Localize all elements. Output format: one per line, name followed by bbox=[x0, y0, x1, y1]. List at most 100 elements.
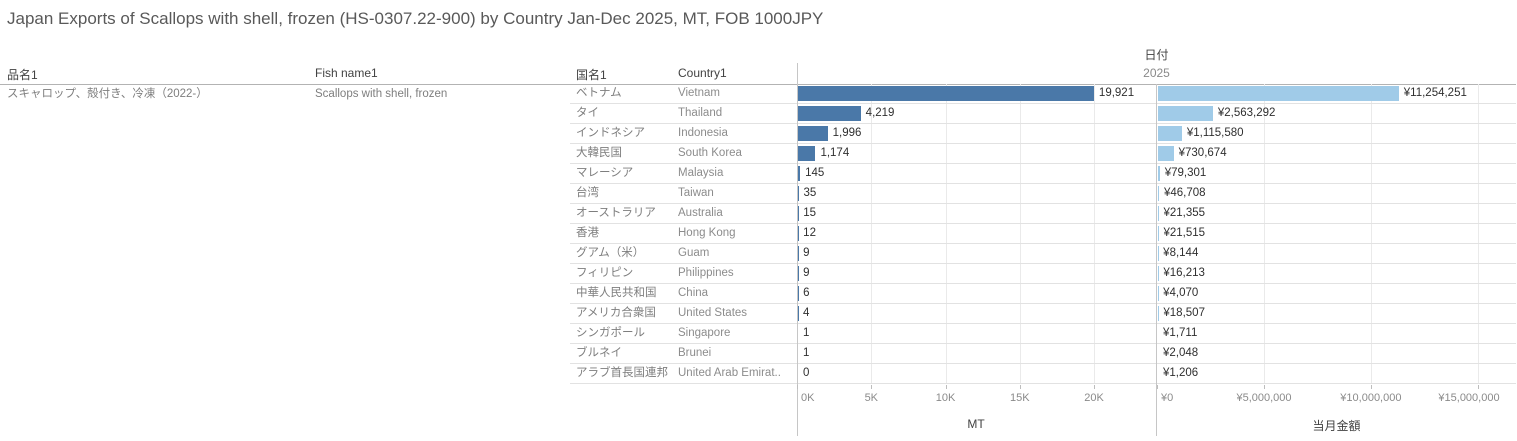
amount-value-label: ¥730,674 bbox=[1178, 147, 1227, 159]
amount-value-label: ¥79,301 bbox=[1164, 167, 1207, 179]
table-row: マレーシア Malaysia 145 ¥79,301 bbox=[570, 164, 1516, 184]
country-name-jp: 台湾 bbox=[576, 187, 599, 199]
mt-bar-zone: 1 bbox=[797, 324, 1155, 343]
mt-value-label: 9 bbox=[803, 267, 810, 279]
axis-tick-label: 20K bbox=[1084, 392, 1104, 404]
axis-tick-label: ¥15,000,000 bbox=[1438, 392, 1500, 404]
mt-bar[interactable] bbox=[798, 126, 828, 141]
table-row: ベトナム Vietnam 19,921 ¥11,254,251 bbox=[570, 84, 1516, 104]
country-name-jp: シンガポール bbox=[576, 327, 645, 339]
table-row: ブルネイ Brunei 1 ¥2,048 bbox=[570, 344, 1516, 364]
table-row: シンガポール Singapore 1 ¥1,711 bbox=[570, 324, 1516, 344]
column-header-country-en: Country1 bbox=[678, 66, 727, 80]
amount-bar-zone: ¥2,563,292 bbox=[1157, 104, 1516, 123]
table-row: タイ Thailand 4,219 ¥2,563,292 bbox=[570, 104, 1516, 124]
table-row: グアム（米） Guam 9 ¥8,144 bbox=[570, 244, 1516, 264]
mt-value-label: 1,996 bbox=[832, 127, 862, 139]
amount-value-label: ¥2,563,292 bbox=[1217, 107, 1276, 119]
page-title: Japan Exports of Scallops with shell, fr… bbox=[7, 9, 824, 28]
amount-bar-zone: ¥11,254,251 bbox=[1157, 84, 1516, 103]
country-name-jp: ブルネイ bbox=[576, 347, 622, 359]
gridline bbox=[1264, 84, 1265, 384]
mt-bar[interactable] bbox=[798, 86, 1094, 101]
amount-value-label: ¥21,515 bbox=[1163, 227, 1206, 239]
product-name-jp: スキャロップ、殻付き、冷凍（2022-） bbox=[7, 88, 208, 100]
amount-value-label: ¥11,254,251 bbox=[1403, 87, 1467, 99]
table-row: 香港 Hong Kong 12 ¥21,515 bbox=[570, 224, 1516, 244]
amount-bar[interactable] bbox=[1158, 166, 1160, 181]
mt-bar-zone: 6 bbox=[797, 284, 1155, 303]
axis-tick-mark bbox=[1264, 385, 1265, 389]
mt-bar[interactable] bbox=[798, 106, 861, 121]
amount-bar-zone: ¥21,355 bbox=[1157, 204, 1516, 223]
mt-bar[interactable] bbox=[798, 166, 801, 181]
axis-tick-mark bbox=[1157, 385, 1158, 389]
country-name-en: Hong Kong bbox=[678, 227, 736, 239]
mt-bar-zone: 145 bbox=[797, 164, 1155, 183]
country-name-jp: マレーシア bbox=[576, 167, 634, 179]
table-row: アラブ首長国連邦 United Arab Emirat.. 0 ¥1,206 bbox=[570, 364, 1516, 384]
table-row: 大韓民国 South Korea 1,174 ¥730,674 bbox=[570, 144, 1516, 164]
amount-bar[interactable] bbox=[1158, 206, 1159, 221]
gridline bbox=[871, 84, 873, 384]
axis-tick-mark bbox=[945, 385, 947, 389]
amount-bar[interactable] bbox=[1158, 226, 1159, 241]
amount-bar[interactable] bbox=[1158, 126, 1182, 141]
country-name-jp: ベトナム bbox=[576, 87, 622, 99]
mt-bar-zone: 9 bbox=[797, 244, 1155, 263]
country-name-en: Guam bbox=[678, 247, 710, 259]
mt-bar-zone: 1,996 bbox=[797, 124, 1155, 143]
column-header-product-en: Fish name1 bbox=[315, 66, 378, 80]
amount-bar[interactable] bbox=[1158, 86, 1399, 101]
country-name-jp: インドネシア bbox=[576, 127, 645, 139]
amount-bar-zone: ¥4,070 bbox=[1157, 284, 1516, 303]
mt-bar-zone: 35 bbox=[797, 184, 1155, 203]
amount-value-label: ¥1,711 bbox=[1163, 327, 1198, 339]
mt-value-label: 9 bbox=[803, 247, 810, 259]
axis-tick-label: 15K bbox=[1010, 392, 1030, 404]
amount-chart-panel bbox=[1157, 84, 1516, 384]
axis-tick-mark bbox=[1477, 385, 1479, 389]
country-name-en: Taiwan bbox=[678, 187, 714, 199]
mt-axis-title: MT bbox=[967, 417, 985, 431]
panel-divider-middle bbox=[1156, 84, 1157, 436]
mt-value-label: 12 bbox=[803, 227, 816, 239]
axis-tick-label: ¥0 bbox=[1161, 392, 1174, 404]
country-name-en: Australia bbox=[678, 207, 723, 219]
country-name-jp: タイ bbox=[576, 107, 599, 119]
axis-tick-label: ¥10,000,000 bbox=[1340, 392, 1402, 404]
country-name-en: Indonesia bbox=[678, 127, 728, 139]
mt-bar[interactable] bbox=[798, 146, 816, 161]
axis-tick-label: 0K bbox=[801, 392, 815, 404]
amount-value-label: ¥16,213 bbox=[1163, 267, 1205, 279]
country-name-en: China bbox=[678, 287, 709, 299]
amount-value-label: ¥1,206 bbox=[1163, 367, 1199, 379]
axis-tick-mark bbox=[871, 385, 873, 389]
mt-value-label: 15 bbox=[803, 207, 817, 219]
axis-tick-label: 10K bbox=[935, 392, 956, 404]
amount-bar-zone: ¥730,674 bbox=[1157, 144, 1516, 163]
country-name-jp: アラブ首長国連邦 bbox=[576, 367, 668, 379]
amount-bar[interactable] bbox=[1158, 146, 1174, 161]
mt-bar-zone: 15 bbox=[797, 204, 1155, 223]
country-name-en: Malaysia bbox=[678, 167, 724, 179]
mt-axis: 0K 5K 10K 15K 20K bbox=[797, 385, 1155, 415]
country-name-en: Thailand bbox=[678, 107, 723, 119]
table-row: オーストラリア Australia 15 ¥21,355 bbox=[570, 204, 1516, 224]
amount-bar-zone: ¥79,301 bbox=[1157, 164, 1516, 183]
mt-bar-zone: 19,921 bbox=[797, 84, 1155, 103]
table-row: 台湾 Taiwan 35 ¥46,708 bbox=[570, 184, 1516, 204]
mt-chart-panel bbox=[797, 84, 1155, 384]
country-name-en: Vietnam bbox=[678, 87, 720, 99]
axis-tick-mark bbox=[1370, 385, 1372, 389]
amount-axis: ¥0 ¥5,000,000 ¥10,000,000 ¥15,000,000 bbox=[1157, 385, 1516, 415]
panel-divider-left bbox=[797, 63, 798, 436]
axis-tick-label: 5K bbox=[864, 392, 879, 404]
mt-bar[interactable] bbox=[798, 186, 799, 201]
amount-bar[interactable] bbox=[1158, 186, 1159, 201]
country-name-jp: フィリピン bbox=[576, 267, 634, 279]
amount-bar[interactable] bbox=[1158, 106, 1213, 121]
amount-bar-zone: ¥1,206 bbox=[1157, 364, 1516, 383]
mt-bar-zone: 4,219 bbox=[797, 104, 1155, 123]
